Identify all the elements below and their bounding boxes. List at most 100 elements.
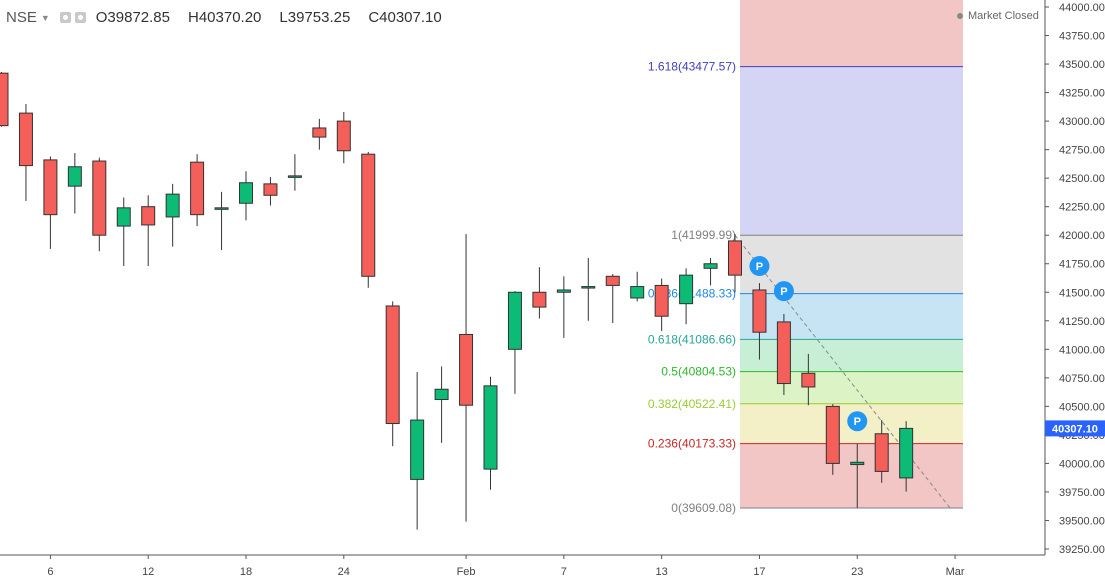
high-value: H40370.20: [188, 9, 262, 26]
price-tick-label: 40000.00: [1059, 458, 1105, 470]
price-tick-label: 43500.00: [1059, 59, 1105, 71]
fib-level-label: 0.236(40173.33): [648, 437, 736, 451]
price-tick-label: 41500.00: [1059, 287, 1105, 299]
market-status-label: Market Closed: [968, 10, 1039, 22]
candle-body[interactable]: [214, 207, 229, 210]
candle-body[interactable]: [43, 159, 58, 216]
market-status: Market Closed: [957, 10, 1039, 22]
pivot-marker-label: P: [780, 286, 787, 298]
time-tick-label: Feb: [457, 566, 476, 578]
price-tick-label: 41750.00: [1059, 259, 1105, 271]
fib-trend-line[interactable]: [734, 234, 951, 509]
price-tick-label: 40500.00: [1059, 401, 1105, 413]
candle-body[interactable]: [752, 289, 767, 333]
candle-body[interactable]: [507, 291, 522, 350]
pivot-marker[interactable]: [773, 281, 794, 302]
candle-body[interactable]: [116, 207, 131, 227]
price-tick-label: 41000.00: [1059, 344, 1105, 356]
time-tick-label: Mar: [946, 566, 965, 578]
candle-body[interactable]: [92, 160, 107, 236]
pivot-marker[interactable]: [749, 256, 770, 277]
candle-body[interactable]: [239, 182, 253, 204]
fib-band: [740, 235, 963, 294]
status-dot-icon: [957, 13, 963, 20]
candle-body[interactable]: [312, 127, 327, 138]
candle-body[interactable]: [654, 284, 669, 317]
chevron-down-icon[interactable]: ▼: [40, 12, 50, 23]
symbol-label[interactable]: NSE: [6, 9, 37, 26]
price-tick-label: 41250.00: [1059, 316, 1105, 328]
candle-body[interactable]: [410, 419, 425, 480]
price-tick-label: 42750.00: [1059, 145, 1105, 157]
price-tick-label: 42500.00: [1059, 173, 1105, 185]
fib-level-label: 1(41999.99): [671, 228, 736, 242]
candle-body[interactable]: [899, 427, 914, 479]
candle-body[interactable]: [728, 240, 742, 276]
fib-band: [740, 0, 963, 67]
time-tick-label: 24: [338, 566, 350, 578]
candle-body[interactable]: [336, 120, 351, 152]
time-tick-label: 12: [142, 566, 154, 578]
low-value: L39753.25: [279, 9, 351, 26]
price-tick-label: 43250.00: [1059, 88, 1105, 100]
candle-body[interactable]: [850, 461, 865, 466]
fib-band: [740, 293, 963, 340]
candle-body[interactable]: [459, 333, 474, 406]
candle-body[interactable]: [581, 286, 596, 289]
price-tick-label: 39750.00: [1059, 487, 1105, 499]
candle-body[interactable]: [434, 388, 449, 401]
candle-body[interactable]: [385, 305, 400, 424]
candle-body[interactable]: [361, 153, 376, 277]
price-tick-label: 40750.00: [1059, 373, 1105, 385]
candle-body[interactable]: [874, 433, 889, 472]
candle-body[interactable]: [776, 321, 791, 385]
fib-level-label: 0.5(40804.53): [661, 365, 736, 379]
candle-body[interactable]: [18, 112, 33, 167]
candle-body[interactable]: [263, 183, 278, 196]
time-tick-label: 6: [47, 566, 53, 578]
candle-body[interactable]: [532, 291, 547, 308]
time-tick-label: 17: [753, 566, 765, 578]
fib-band: [740, 371, 963, 404]
fib-band: [740, 339, 963, 372]
candle-body[interactable]: [801, 372, 816, 388]
open-value: O39872.85: [95, 9, 170, 26]
settings-icon[interactable]: [59, 12, 71, 23]
fib-band: [740, 443, 963, 509]
gear-icon[interactable]: [74, 12, 86, 23]
last-price-label: 40307.10: [1052, 423, 1098, 435]
candle-body[interactable]: [556, 289, 571, 293]
price-tick-label: 39500.00: [1059, 515, 1105, 527]
time-tick-label: 23: [851, 566, 863, 578]
price-tick-label: 44000.00: [1059, 2, 1105, 14]
price-tick-label: 43750.00: [1059, 31, 1105, 43]
price-tick-label: 42000.00: [1059, 230, 1105, 242]
time-tick-label: 13: [656, 566, 668, 578]
candle-body[interactable]: [630, 286, 645, 299]
candle-body[interactable]: [287, 175, 302, 178]
fib-level-label: 1.618(43477.57): [648, 60, 736, 74]
candle-body[interactable]: [605, 275, 620, 286]
candle-body[interactable]: [679, 274, 694, 305]
price-tick-label: 42250.00: [1059, 202, 1105, 214]
candle-body[interactable]: [0, 72, 9, 127]
price-tick-label: 39250.00: [1059, 544, 1105, 556]
candle-body[interactable]: [165, 193, 180, 218]
time-tick-label: 7: [561, 566, 567, 578]
fib-level-label: 0(39609.08): [671, 501, 736, 515]
candle-body[interactable]: [190, 161, 205, 216]
candle-body[interactable]: [141, 206, 156, 226]
fib-band: [740, 66, 963, 236]
price-tick-label: 43000.00: [1059, 116, 1105, 128]
pivot-marker-label: P: [756, 261, 763, 273]
pivot-marker[interactable]: [847, 411, 868, 432]
candle-body[interactable]: [67, 166, 82, 187]
candle-body[interactable]: [483, 385, 498, 470]
fib-level-label: 0.618(41086.66): [648, 332, 736, 346]
candle-body[interactable]: [703, 263, 718, 269]
candle-body[interactable]: [825, 405, 840, 464]
time-tick-label: 18: [240, 566, 252, 578]
last-price-tag[interactable]: [1045, 420, 1105, 437]
pivot-marker-label: P: [854, 416, 861, 428]
